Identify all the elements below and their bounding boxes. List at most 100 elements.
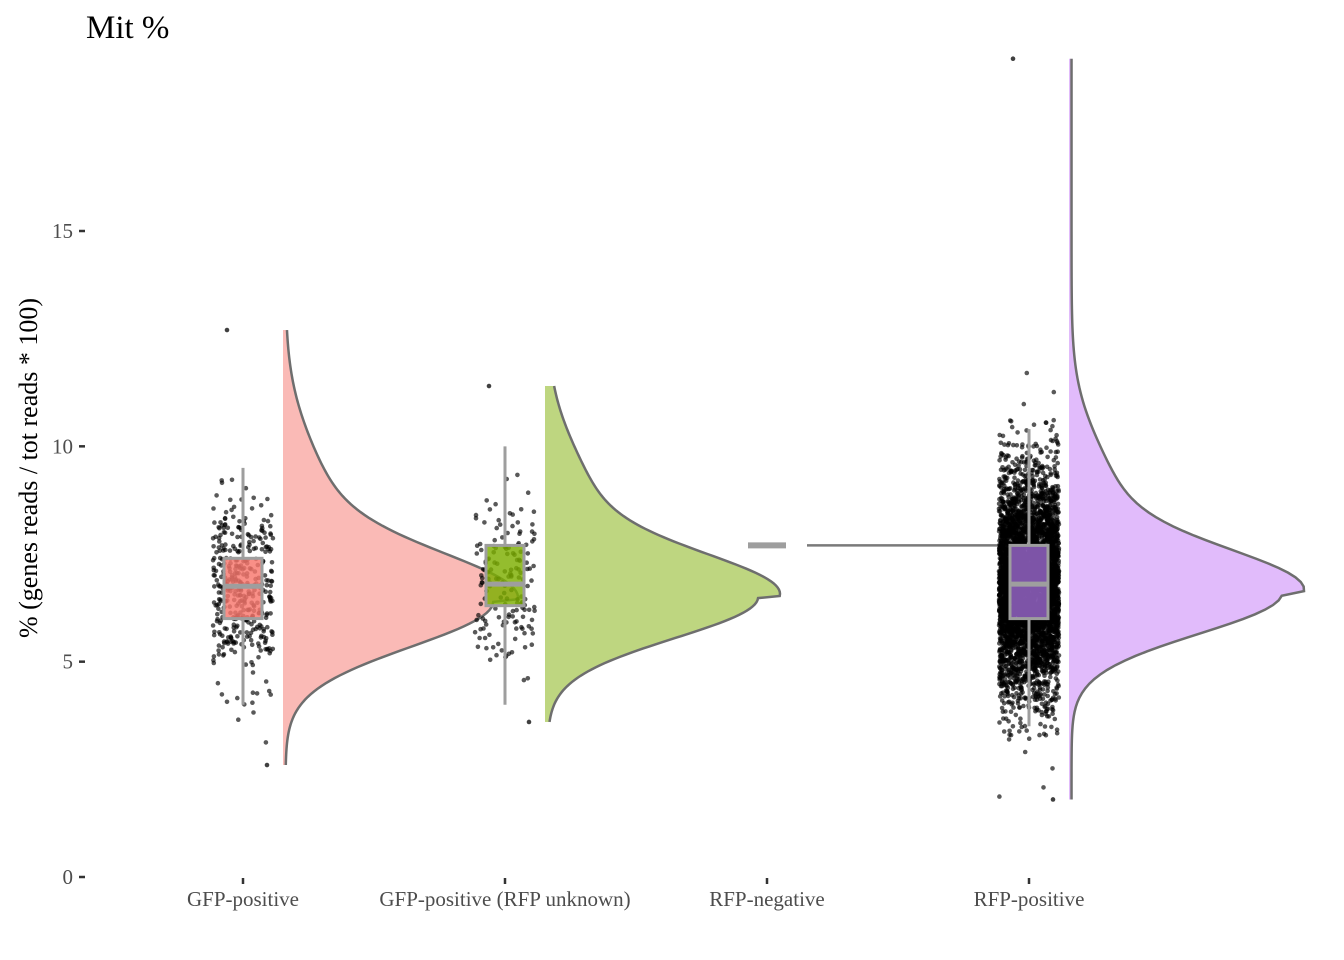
data-point: [1001, 729, 1007, 734]
data-point: [1050, 518, 1055, 523]
y-tick-label: 5: [63, 650, 74, 674]
data-point: [1034, 707, 1040, 712]
data-point: [997, 458, 1002, 463]
data-point: [268, 583, 274, 589]
data-point: [258, 503, 264, 508]
data-point: [216, 525, 221, 530]
data-point: [997, 720, 1002, 725]
data-point: [259, 547, 265, 552]
data-point: [1051, 544, 1056, 550]
data-point: [1021, 492, 1027, 497]
data-point: [1005, 442, 1011, 448]
data-point: [1008, 658, 1013, 663]
data-point: [231, 514, 236, 520]
x-axis: GFP-positive GFP-positive (RFP unknown) RF…: [187, 878, 1084, 911]
data-point: [245, 531, 251, 537]
data-point: [1017, 680, 1022, 685]
data-point: [530, 631, 536, 636]
data-point: [1031, 422, 1037, 428]
data-point: [254, 691, 260, 696]
data-point: [224, 699, 230, 705]
y-tick-label: 10: [52, 434, 73, 458]
data-point: [487, 507, 493, 512]
data-point: [1008, 709, 1014, 714]
data-point: [529, 578, 534, 583]
data-point: [477, 635, 482, 641]
data-point: [237, 525, 243, 531]
data-point: [1038, 721, 1043, 727]
data-point: [212, 584, 217, 589]
data-point: [1018, 685, 1024, 690]
data-point: [997, 542, 1002, 547]
data-point: [266, 646, 272, 651]
density-cloud: [1069, 58, 1304, 800]
data-point: [256, 644, 262, 649]
data-point: [514, 626, 519, 631]
data-point: [265, 624, 270, 630]
data-point: [997, 484, 1002, 489]
data-point: [525, 583, 530, 589]
data-point: [525, 551, 531, 556]
data-point: [247, 548, 253, 554]
data-point: [474, 617, 480, 623]
data-point: [211, 544, 216, 549]
data-point: [1031, 484, 1037, 490]
data-point: [1041, 521, 1047, 527]
data-point: [1022, 473, 1027, 479]
data-point: [1043, 732, 1049, 738]
data-point: [1006, 737, 1012, 742]
data-point: [999, 705, 1005, 711]
data-point: [1006, 494, 1011, 500]
data-point: [216, 643, 222, 648]
data-point: [1050, 487, 1055, 492]
data-point: [1002, 442, 1007, 447]
data-point: [214, 602, 220, 608]
data-point: [235, 695, 240, 701]
data-point: [1014, 443, 1020, 448]
data-point: [222, 640, 227, 646]
data-point: [232, 649, 238, 655]
data-point: [216, 561, 222, 567]
data-point: [1014, 661, 1019, 666]
data-point: [229, 507, 234, 513]
data-point: [1033, 517, 1038, 523]
data-point: [1055, 449, 1060, 455]
data-point: [217, 539, 222, 544]
data-point: [261, 517, 267, 523]
data-point: [480, 580, 485, 586]
data-point: [253, 545, 259, 551]
data-point: [1048, 670, 1053, 676]
data-point: [268, 531, 273, 536]
data-point: [238, 630, 243, 635]
data-point: [268, 595, 274, 601]
data-point: [211, 654, 217, 659]
data-point: [483, 622, 489, 627]
data-point: [1041, 785, 1046, 790]
data-point: [524, 560, 529, 565]
data-point: [270, 632, 275, 637]
y-tick-label: 15: [52, 219, 73, 243]
data-point: [476, 612, 481, 618]
x-tick-label: GFP-positive (RFP unknown): [379, 887, 630, 911]
data-point: [229, 531, 235, 537]
data-point: [1053, 628, 1058, 633]
data-point: [999, 698, 1005, 703]
data-point: [507, 511, 513, 516]
data-point: [253, 626, 259, 632]
data-point: [246, 545, 251, 550]
data-point: [1044, 445, 1049, 451]
data-point: [262, 640, 268, 645]
data-point: [474, 551, 480, 556]
data-point: [1021, 401, 1027, 407]
data-point: [268, 611, 273, 616]
data-point: [1034, 635, 1040, 640]
series-gfp-positive-rfp-unknown: [472, 383, 782, 725]
data-point: [267, 589, 273, 595]
data-point: [237, 519, 242, 524]
data-point: [250, 700, 255, 705]
data-point: [492, 537, 498, 543]
data-point: [1013, 712, 1019, 718]
boxplot: [484, 446, 526, 705]
data-point: [214, 493, 219, 498]
data-point: [251, 495, 256, 501]
